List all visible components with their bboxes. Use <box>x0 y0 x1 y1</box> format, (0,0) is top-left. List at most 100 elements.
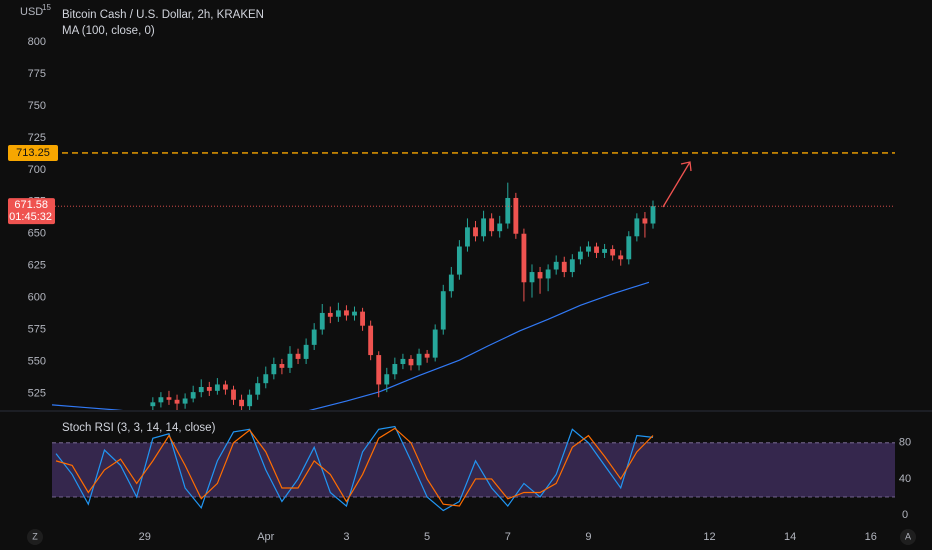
candle-body <box>279 364 285 368</box>
candle-body <box>295 353 301 359</box>
candle-body <box>634 218 640 237</box>
candle-body <box>642 218 648 224</box>
candle-body <box>158 397 164 403</box>
candle-body <box>344 310 349 316</box>
candle-body <box>368 325 374 356</box>
level-label: 713.25 <box>16 147 50 159</box>
candle-body <box>360 311 365 326</box>
x-tick-label: 7 <box>505 531 511 543</box>
x-tick-label: Apr <box>257 531 274 543</box>
indicator-line <box>55 427 654 507</box>
y-tick-label: 800 <box>28 36 46 48</box>
candle-body <box>255 383 261 395</box>
control-button[interactable] <box>900 529 916 545</box>
candle-body <box>626 236 632 260</box>
candle-body <box>521 233 527 283</box>
candle-body <box>456 246 462 275</box>
x-tick-label: 14 <box>784 531 796 543</box>
last-price-box <box>8 198 55 225</box>
candle-body <box>505 197 511 224</box>
stoch-pane <box>52 425 895 512</box>
x-tick-label: 16 <box>865 531 877 543</box>
y-tick-label: 725 <box>28 132 46 144</box>
candle-body <box>392 364 398 375</box>
candle-body <box>214 384 220 391</box>
candle-body <box>352 311 357 316</box>
y-tick-label: 625 <box>28 260 46 272</box>
x-tick-label: 29 <box>139 531 151 543</box>
y-tick-label: 750 <box>28 100 46 112</box>
chart-title: Bitcoin Cash / U.S. Dollar, 2h, KRAKEN <box>62 9 264 21</box>
candle-body <box>553 261 559 270</box>
candle-body <box>287 353 293 368</box>
countdown: 01:45:32 <box>9 211 52 223</box>
candle-body <box>166 397 172 400</box>
candle-body <box>198 387 204 393</box>
candle-body <box>610 249 616 256</box>
candle-body <box>271 364 277 375</box>
candle-body <box>231 389 236 400</box>
y-tick-label: 700 <box>28 164 46 176</box>
plot-area <box>52 425 895 512</box>
currency: USD <box>20 6 43 18</box>
candle-body <box>416 353 422 366</box>
indicator-line <box>55 425 654 512</box>
candle-body <box>150 402 156 407</box>
candle-body <box>174 399 180 404</box>
candle-body <box>561 261 567 273</box>
candle-body <box>424 353 430 358</box>
candle-body <box>400 358 406 365</box>
y-tick-label: 600 <box>28 292 46 304</box>
y-tick-label: 650 <box>28 228 46 240</box>
x-tick-label: 3 <box>343 531 349 543</box>
band-fill <box>52 442 895 497</box>
candle-body <box>432 329 438 358</box>
ma-line <box>52 281 650 410</box>
y-tick-label: 775 <box>28 68 46 80</box>
candle-body <box>408 358 414 366</box>
candle-body <box>594 246 599 253</box>
candle-body <box>190 392 196 399</box>
candle-body <box>384 374 390 385</box>
candle-body <box>239 399 244 407</box>
candle-body <box>263 374 269 384</box>
candle-body <box>223 384 228 390</box>
candle-body <box>537 272 543 279</box>
control-label[interactable]: Z <box>32 531 38 541</box>
plot-area <box>52 152 895 410</box>
candle-body <box>577 251 583 260</box>
candle-body <box>327 312 333 317</box>
candle-body <box>247 394 253 407</box>
control-button[interactable] <box>27 529 43 545</box>
y-tick-label: 575 <box>28 323 46 335</box>
y-tick-label: 525 <box>28 387 46 399</box>
candle-body <box>319 312 325 330</box>
control-label[interactable]: A <box>905 531 911 541</box>
candle-body <box>303 344 309 359</box>
last-price-label: 671.58 <box>14 199 48 211</box>
candle-body <box>311 329 317 345</box>
candle-body <box>481 218 487 237</box>
candle-body <box>618 255 624 260</box>
candle-body <box>545 269 551 279</box>
candle-body <box>513 197 519 234</box>
candle-body <box>448 274 454 292</box>
indicator-title: Stoch RSI (3, 3, 14, 14, close) <box>62 422 216 434</box>
price-pane <box>52 152 895 410</box>
y-tick-label: 0 <box>902 509 908 521</box>
candle-body <box>529 272 535 283</box>
drawing-arrow <box>662 161 692 208</box>
candle-body <box>650 206 656 224</box>
currency-note: 15 <box>42 3 51 12</box>
x-tick-label: 5 <box>424 531 430 543</box>
level-label-box <box>8 144 58 161</box>
candle-body <box>335 310 341 317</box>
candle-body <box>440 291 446 330</box>
candle-body <box>569 259 575 273</box>
candle-body <box>473 227 478 237</box>
y-tick-label: 80 <box>899 437 911 449</box>
labels: 525550575600625650675700725750775800713.… <box>8 36 911 521</box>
